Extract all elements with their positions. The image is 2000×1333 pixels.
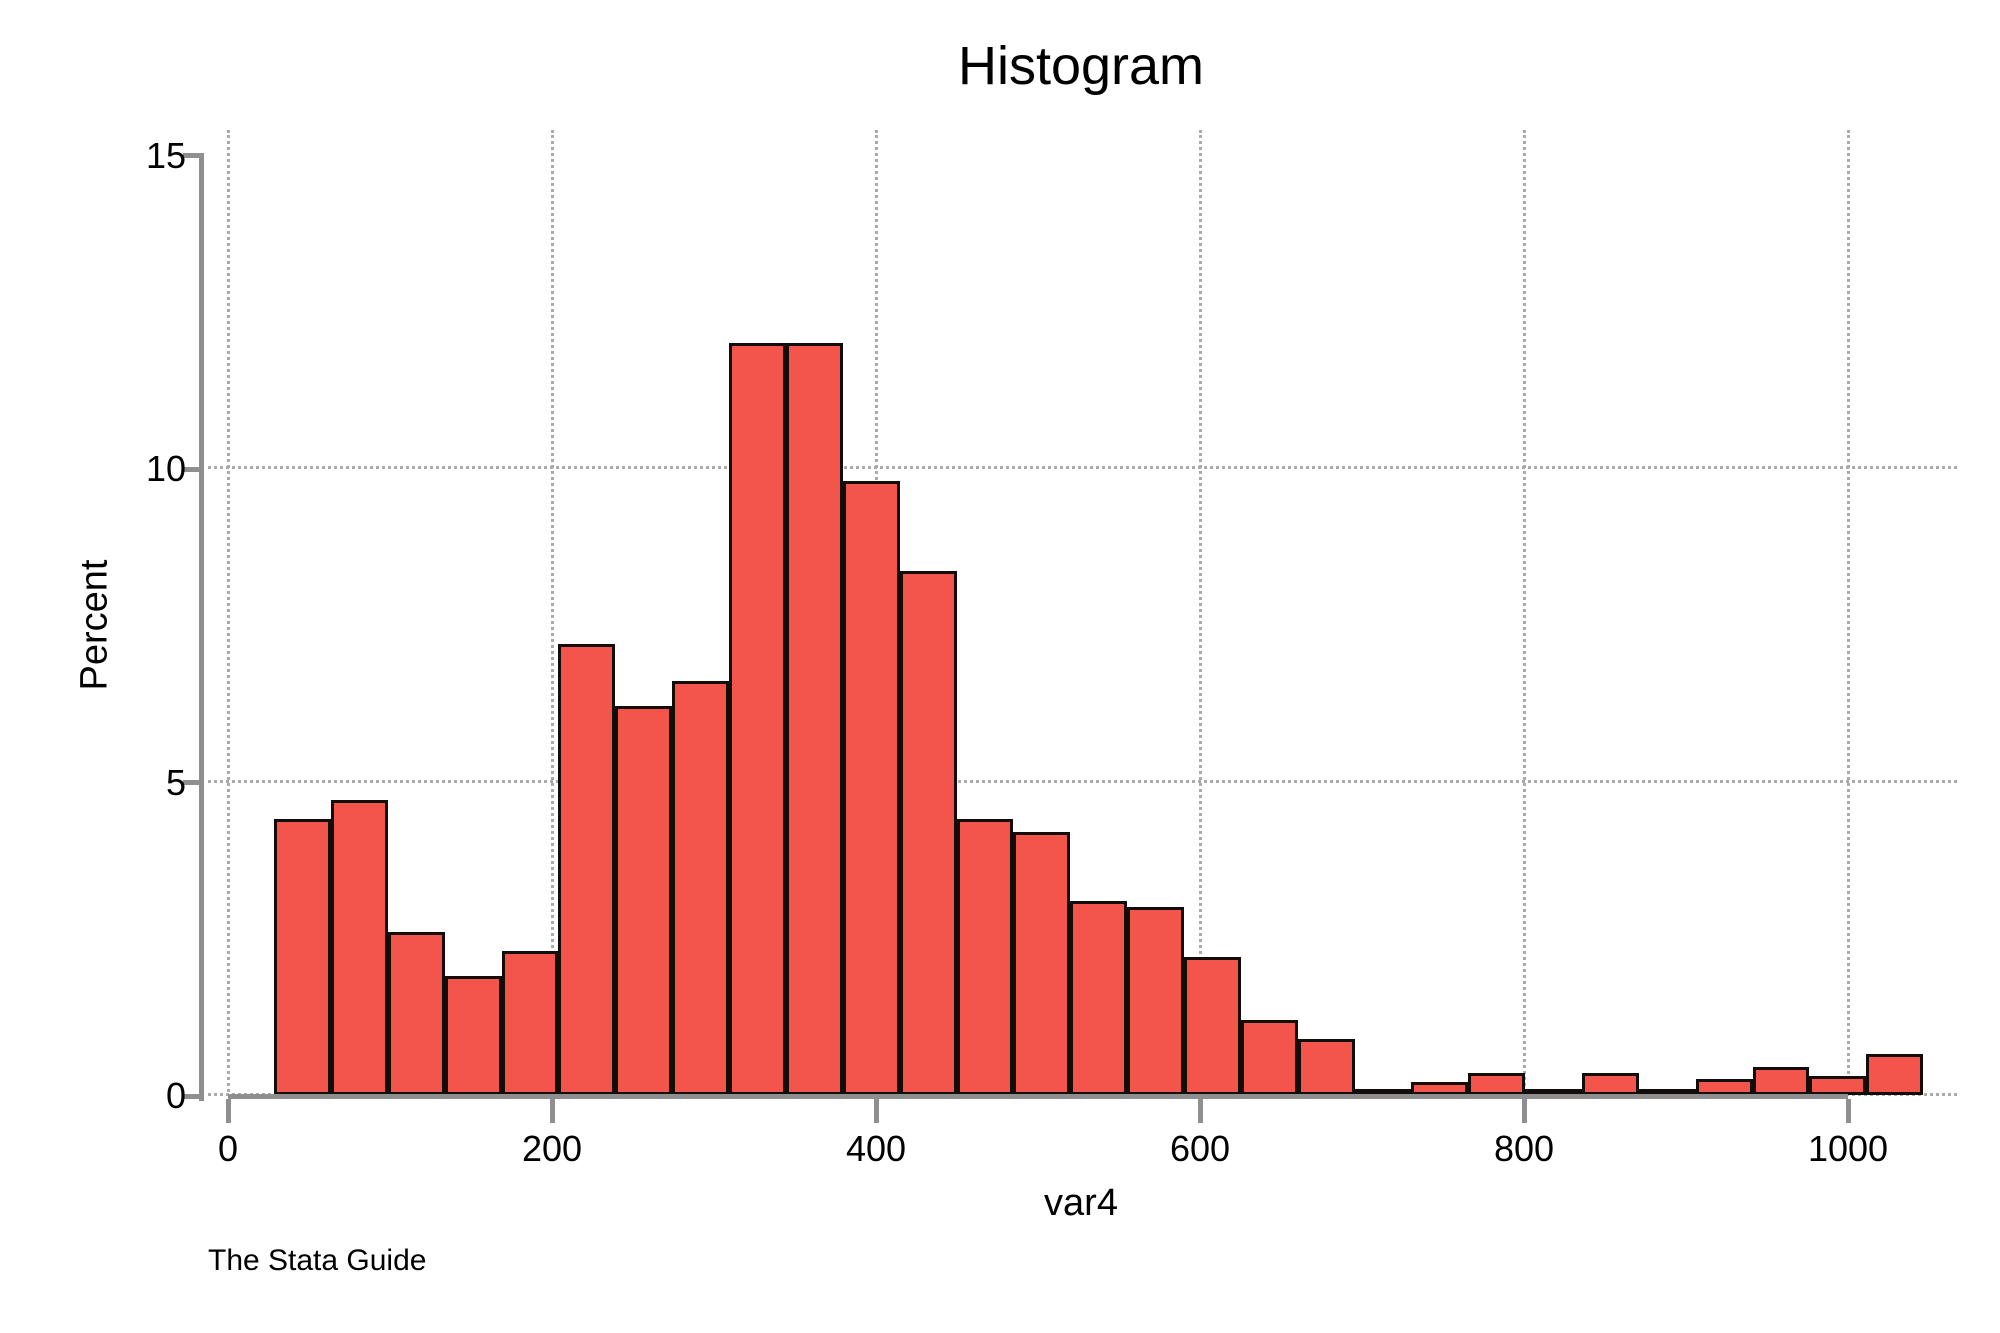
y-tick-label: 15 [145,134,186,176]
y-axis-line [199,153,204,1101]
y-axis-title: Percent [73,559,116,691]
histogram-bar [1013,831,1071,1095]
histogram-bar [1127,906,1184,1095]
x-tick-mark [1845,1099,1851,1123]
histogram-bar [1240,1019,1298,1095]
vertical-gridline [1846,130,1850,1092]
histogram-bar [1695,1079,1753,1095]
y-tick-label: 5 [165,761,186,803]
x-tick-mark [549,1099,555,1123]
y-tick-mark [183,153,200,158]
x-tick-label: 600 [1169,1128,1231,1169]
x-tick-label: 800 [1493,1128,1555,1169]
y-tick-label: 0 [165,1075,186,1116]
horizontal-gridline [208,779,1957,783]
histogram-bar [1411,1082,1469,1095]
x-tick-label: 200 [521,1128,583,1169]
histogram-bar [1809,1076,1867,1095]
caption: The Stata Guide [208,1244,427,1277]
x-tick-label: 0 [217,1128,239,1169]
y-tick-label: 10 [145,448,186,489]
histogram-bar [842,480,900,1095]
histogram-bar [501,950,559,1095]
x-axis-line [228,1094,1848,1099]
histogram-bar [1183,957,1241,1095]
histogram-bar [1468,1073,1526,1095]
y-tick-mark [183,780,200,785]
vertical-gridline [1522,130,1526,1092]
histogram-bar [615,706,673,1095]
histogram-bar [444,975,502,1095]
horizontal-gridline [208,466,1957,469]
histogram-bar [1752,1066,1810,1095]
histogram-bar [558,643,616,1095]
histogram-bar [1638,1088,1696,1095]
vertical-gridline [1198,130,1202,1092]
histogram-bar [1525,1088,1582,1095]
vertical-gridline [226,130,230,1092]
histogram-bar [331,800,388,1095]
y-tick-mark [183,1093,200,1099]
histogram-bar [387,931,445,1095]
histogram-bar [672,681,730,1095]
x-tick-mark [225,1099,231,1123]
x-tick-label: 400 [845,1128,907,1169]
x-tick-mark [1197,1099,1203,1123]
histogram-bar [1354,1088,1412,1095]
histogram-bar [899,571,957,1095]
chart-title: Histogram [957,36,1205,96]
histogram-bar [274,819,332,1095]
histogram-bar [1581,1073,1639,1095]
y-tick-mark [183,466,200,472]
x-axis-title: var4 [1044,1182,1118,1224]
x-tick-mark [1521,1099,1527,1123]
histogram-bar [729,342,786,1095]
histogram-bar [1297,1038,1355,1095]
vertical-gridline [550,130,554,1092]
histogram-bar [785,342,843,1095]
x-tick-label: 1000 [1807,1128,1889,1169]
x-tick-mark [873,1099,879,1123]
histogram-bar [1070,900,1128,1095]
histogram-bar [1866,1054,1924,1095]
histogram-bar [956,819,1014,1095]
